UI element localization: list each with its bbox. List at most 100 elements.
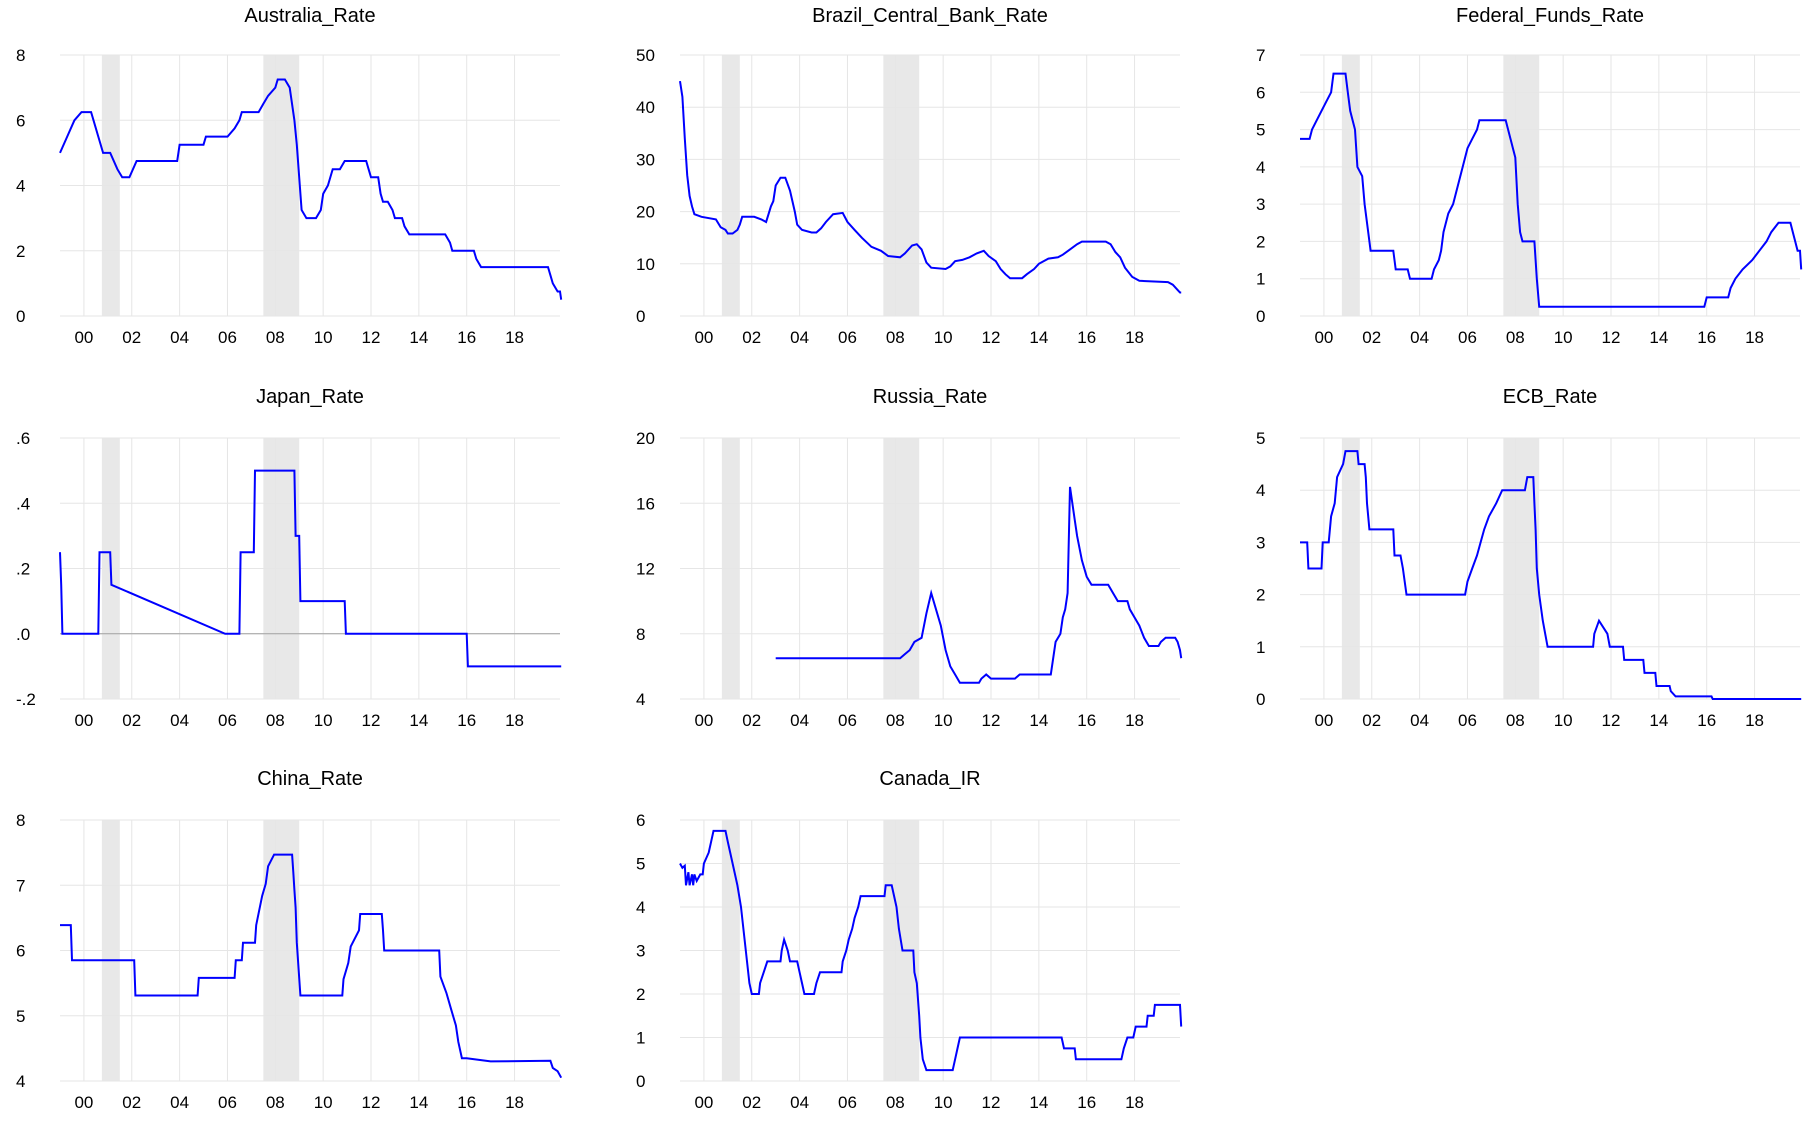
y-tick-label: 8 — [636, 625, 645, 644]
x-tick-label: 08 — [886, 328, 905, 347]
y-tick-label: 2 — [16, 242, 25, 261]
y-tick-label: 7 — [16, 876, 25, 895]
x-tick-label: 00 — [694, 1093, 713, 1112]
chart-title: Japan_Rate — [256, 386, 364, 408]
x-tick-label: 18 — [505, 711, 524, 730]
x-tick-label: 02 — [122, 711, 141, 730]
x-tick-label: 12 — [362, 711, 381, 730]
y-tick-label: 4 — [1256, 481, 1265, 500]
x-tick-label: 00 — [694, 711, 713, 730]
x-tick-label: 18 — [1745, 328, 1764, 347]
x-tick-label: 06 — [838, 711, 857, 730]
panel-china-rate: China_Rate 4 5 6 7 8 00 02 04 06 08 10 12 14 16 18 — [16, 768, 563, 1112]
recession-shade — [1341, 55, 1360, 316]
y-tick-label: 6 — [636, 811, 645, 830]
x-tick-label: 02 — [742, 711, 761, 730]
x-tick-label: 02 — [1362, 328, 1381, 347]
y-tick-label: 0 — [1256, 690, 1265, 709]
x-tick-label: 16 — [1077, 711, 1096, 730]
x-tick-label: 10 — [1554, 711, 1573, 730]
x-tick-label: 12 — [1602, 328, 1621, 347]
chart-title: Federal_Funds_Rate — [1456, 5, 1644, 27]
y-tick-label: 40 — [636, 98, 655, 117]
x-tick-label: 00 — [1314, 328, 1333, 347]
y-tick-label: .4 — [16, 494, 30, 513]
x-tick-label: 16 — [457, 328, 476, 347]
y-tick-label: 6 — [16, 111, 25, 130]
x-tick-label: 10 — [934, 328, 953, 347]
x-tick-label: 16 — [1697, 711, 1716, 730]
x-tick-label: 08 — [1506, 328, 1525, 347]
x-tick-label: 06 — [218, 1093, 237, 1112]
y-tick-label: 6 — [1256, 83, 1265, 102]
x-tick-label: 04 — [170, 711, 189, 730]
series-line-ecb-rate — [1300, 450, 1802, 700]
x-tick-label: 02 — [742, 1093, 761, 1112]
x-tick-label: 14 — [409, 711, 428, 730]
y-tick-label: 5 — [636, 855, 645, 874]
x-tick-label: 00 — [1314, 711, 1333, 730]
y-tick-label: 5 — [1256, 121, 1265, 140]
y-tick-label: 3 — [1256, 195, 1265, 214]
y-tick-label: 0 — [636, 1072, 645, 1091]
recession-shade — [1503, 55, 1540, 316]
x-tick-label: 00 — [74, 711, 93, 730]
x-tick-label: 16 — [1077, 328, 1096, 347]
y-tick-label: .6 — [16, 429, 30, 448]
y-tick-label: 3 — [636, 942, 645, 961]
x-tick-label: 18 — [505, 328, 524, 347]
x-tick-label: 12 — [982, 328, 1001, 347]
x-tick-label: 04 — [790, 711, 809, 730]
x-tick-label: 08 — [266, 1093, 285, 1112]
x-tick-label: 00 — [694, 328, 713, 347]
x-tick-label: 06 — [838, 1093, 857, 1112]
x-tick-label: 06 — [218, 328, 237, 347]
recession-shade — [721, 55, 740, 316]
x-tick-label: 12 — [1602, 711, 1621, 730]
y-tick-label: 4 — [1256, 158, 1265, 177]
y-tick-label: 2 — [1256, 232, 1265, 251]
panel-russia-rate: Russia_Rate 4 8 12 16 20 00 02 04 06 08 10 12 14 16 18 — [636, 386, 1183, 730]
y-tick-label: 0 — [636, 307, 645, 326]
x-tick-label: 00 — [74, 1093, 93, 1112]
y-tick-label: -.2 — [16, 690, 36, 709]
x-tick-label: 04 — [790, 1093, 809, 1112]
y-tick-label: 3 — [1256, 533, 1265, 552]
y-tick-label: 1 — [636, 1029, 645, 1048]
x-tick-label: 10 — [1554, 328, 1573, 347]
y-tick-label: 0 — [1256, 307, 1265, 326]
y-tick-label: 20 — [636, 429, 655, 448]
x-tick-label: 10 — [934, 711, 953, 730]
x-tick-label: 02 — [122, 1093, 141, 1112]
x-tick-label: 14 — [409, 328, 428, 347]
x-tick-label: 16 — [457, 1093, 476, 1112]
x-tick-label: 04 — [170, 328, 189, 347]
chart-title: Australia_Rate — [244, 5, 375, 27]
x-tick-label: 02 — [742, 328, 761, 347]
x-tick-label: 14 — [1649, 328, 1668, 347]
series-line-canada-ir — [679, 829, 1183, 1072]
x-tick-label: 18 — [1125, 711, 1144, 730]
panel-japan-rate: Japan_Rate -.2 .0 .2 .4 .6 00 02 04 06 08 10 12 14 16 1… — [16, 386, 562, 730]
x-tick-label: 06 — [218, 711, 237, 730]
x-tick-label: 08 — [886, 711, 905, 730]
y-tick-label: 12 — [636, 560, 655, 579]
chart-title: Canada_IR — [879, 768, 980, 790]
x-tick-label: 16 — [1077, 1093, 1096, 1112]
x-tick-label: 04 — [1410, 328, 1429, 347]
recession-shade — [883, 55, 920, 316]
chart-title: Brazil_Central_Bank_Rate — [812, 5, 1048, 27]
y-tick-label: 10 — [636, 255, 655, 274]
y-tick-label: 4 — [636, 690, 645, 709]
y-tick-label: 0 — [16, 307, 25, 326]
x-tick-label: 06 — [1458, 711, 1477, 730]
y-tick-label: 4 — [636, 898, 645, 917]
y-tick-label: 50 — [636, 46, 655, 65]
x-tick-label: 18 — [1745, 711, 1764, 730]
x-tick-label: 14 — [1649, 711, 1668, 730]
y-tick-label: 2 — [636, 985, 645, 1004]
y-tick-label: 16 — [636, 494, 655, 513]
